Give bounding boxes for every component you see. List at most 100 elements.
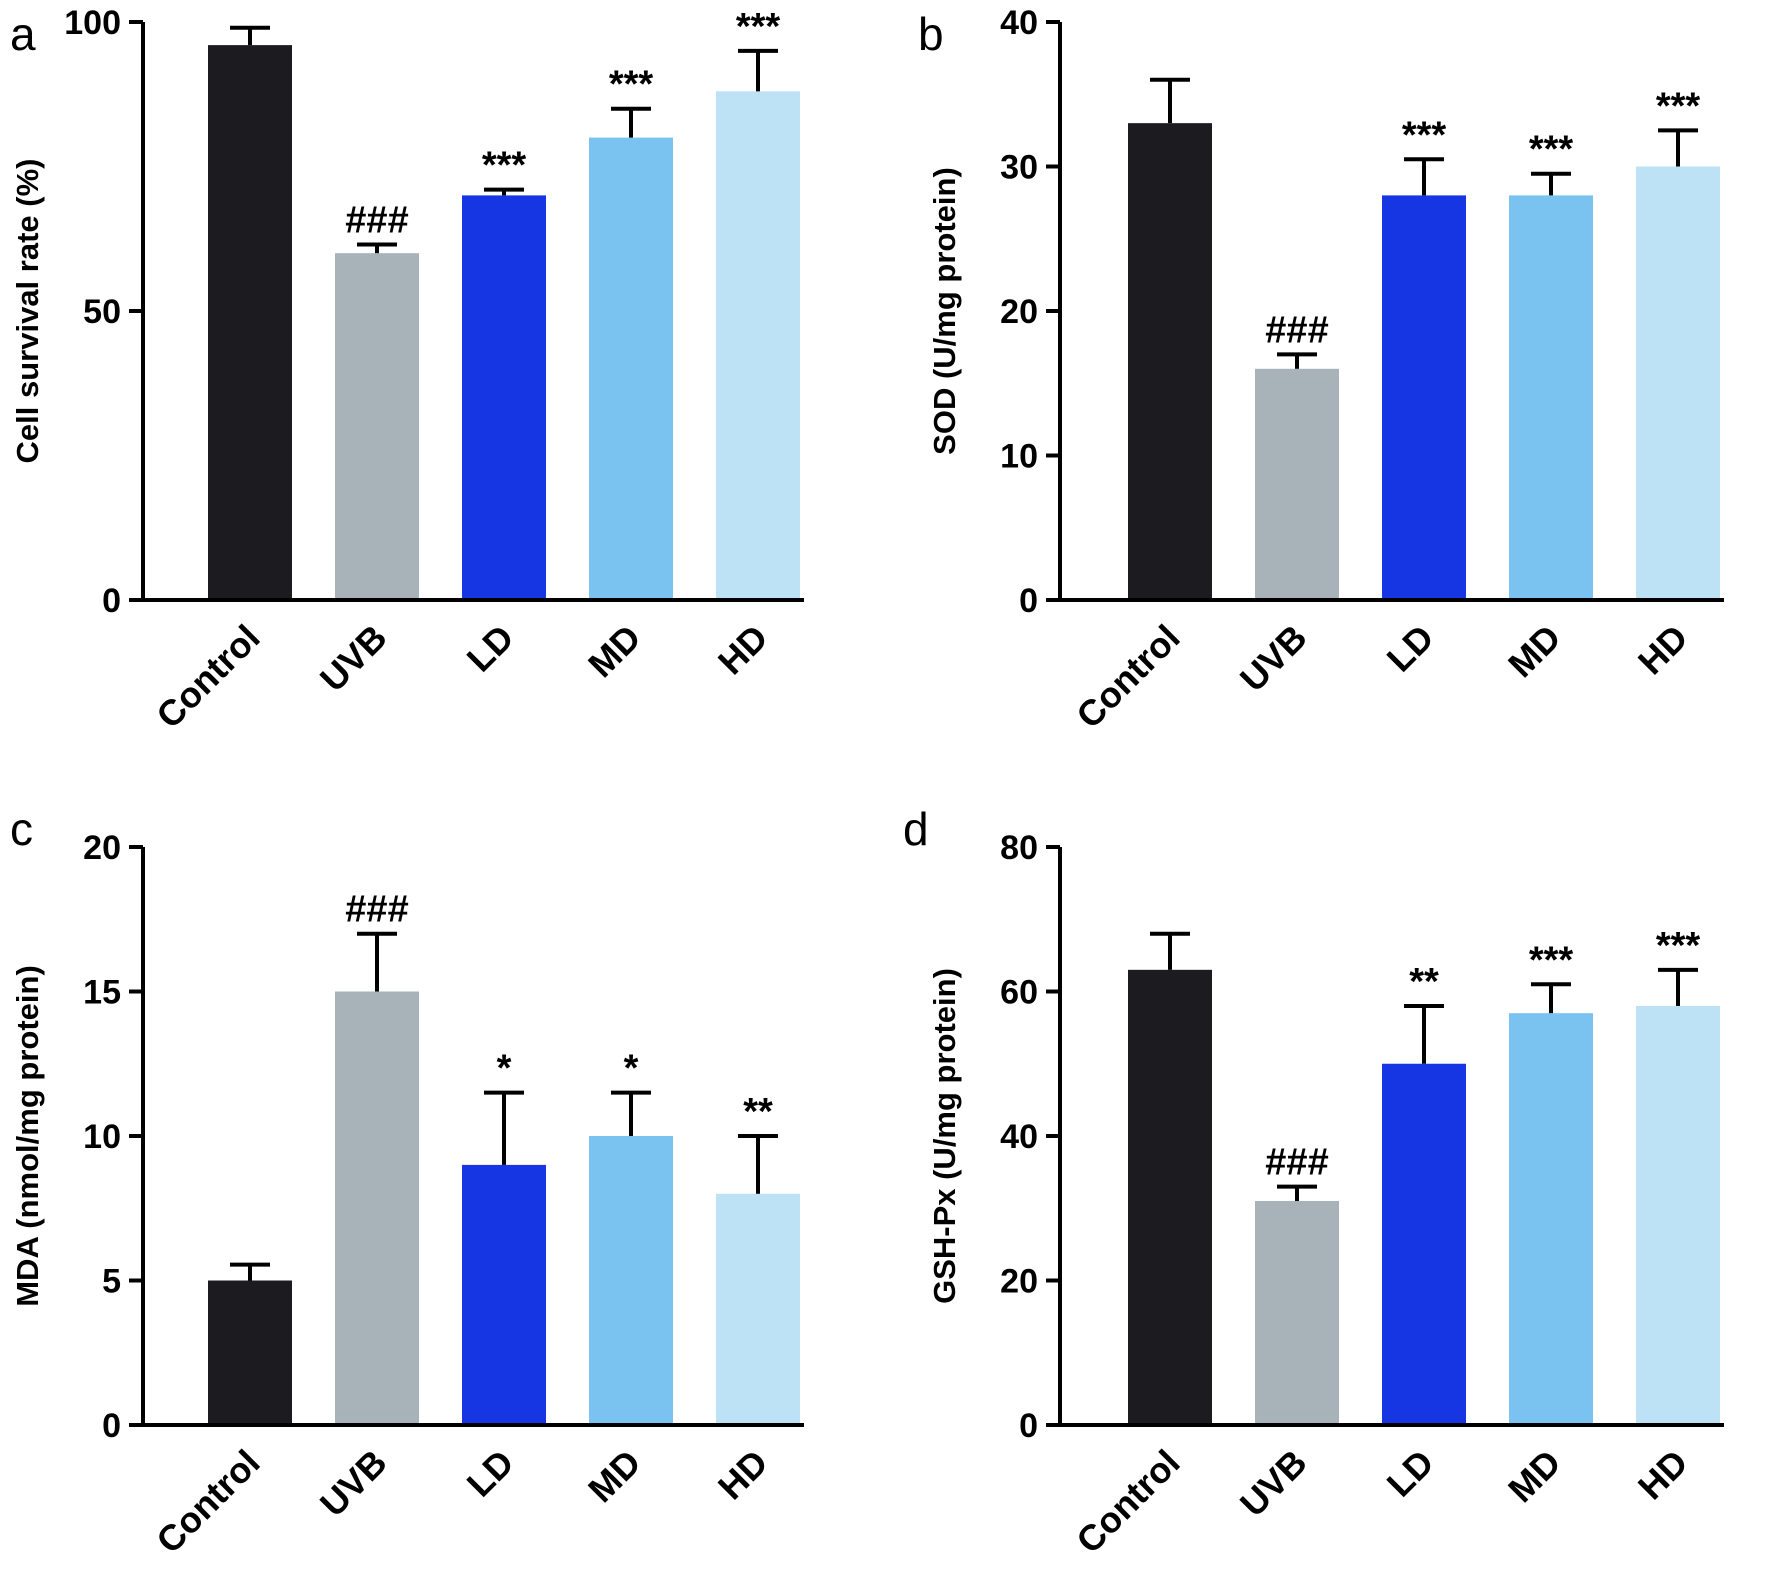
category-label-hd: HD [710, 1442, 776, 1508]
category-label-uvb: UVB [1232, 617, 1315, 700]
y-tick-label: 0 [102, 1407, 121, 1445]
significance-label-hd: ** [743, 1091, 773, 1133]
significance-label-uvb: ### [345, 889, 408, 931]
bar-control [208, 45, 292, 601]
significance-label-ld: *** [482, 145, 527, 187]
category-label-hd: HD [1630, 1442, 1696, 1508]
error-bar-uvb [357, 931, 397, 992]
significance-label-ld: * [497, 1048, 512, 1090]
y-axis-title: SOD (U/mg protein) [927, 167, 962, 455]
category-label-ld: LD [1379, 617, 1442, 680]
bar-uvb [335, 253, 419, 600]
category-label-uvb: UVB [1232, 1442, 1315, 1525]
bar-ld [1382, 195, 1466, 600]
bar-md [1509, 1013, 1593, 1425]
error-bar-ld [1404, 157, 1444, 196]
significance-label-md: *** [1529, 939, 1574, 981]
panel-letter-a: a [10, 8, 36, 60]
bar-md [1509, 195, 1593, 600]
bar-ld [462, 1164, 546, 1425]
significance-label-md: *** [1529, 129, 1574, 171]
category-label-hd: HD [710, 617, 776, 683]
category-label-hd: HD [1630, 617, 1696, 683]
bar-control [1128, 123, 1212, 601]
error-bar-uvb [1277, 1184, 1317, 1202]
bar-ld [1382, 1063, 1466, 1425]
error-bar-control [230, 1262, 270, 1281]
category-label-md: MD [1500, 617, 1569, 686]
error-bar-md [611, 106, 651, 138]
panel-letter-b: b [918, 8, 944, 60]
error-bar-hd [738, 1134, 778, 1194]
significance-label-ld: *** [1402, 114, 1447, 156]
error-bar-ld [484, 187, 524, 196]
bar-hd [1636, 166, 1720, 600]
error-bar-hd [1658, 967, 1698, 1006]
error-bar-control [230, 25, 270, 46]
y-tick-label: 10 [83, 1118, 121, 1156]
significance-label-uvb: ### [345, 200, 408, 242]
y-tick-label: 50 [83, 293, 121, 331]
bar-hd [716, 91, 800, 601]
significance-label-hd: *** [1656, 925, 1701, 967]
bar-uvb [335, 991, 419, 1425]
error-bar-md [1531, 171, 1571, 196]
bar-ld [462, 195, 546, 600]
y-tick-label: 40 [1000, 4, 1038, 42]
bar-hd [716, 1193, 800, 1425]
error-bar-md [1531, 982, 1571, 1014]
bar-uvb [1255, 1201, 1339, 1425]
panel-d-gsh-px: d Control ### UVB ** LD *** MD *** HD 0 20 40 60 80 GS… [903, 803, 1724, 1561]
error-bar-uvb [357, 242, 397, 254]
y-tick-label: 0 [1019, 582, 1038, 620]
category-label-ld: LD [459, 1442, 522, 1505]
significance-label-ld: ** [1409, 961, 1439, 1003]
panel-b-sod: b Control ### UVB *** LD *** MD *** HD 0 10 20 30 40 S… [918, 4, 1724, 736]
panel-c-mda: c Control ### UVB * LD * MD ** HD 0 5 10 15 20 MDA (nm… [10, 803, 804, 1561]
error-bar-ld [1404, 1003, 1444, 1064]
error-bar-md [611, 1090, 651, 1136]
y-tick-label: 40 [1000, 1118, 1038, 1156]
y-tick-label: 0 [1019, 1407, 1038, 1445]
bar-hd [1636, 1005, 1720, 1425]
category-label-uvb: UVB [312, 617, 395, 700]
significance-label-hd: *** [736, 6, 781, 48]
y-tick-label: 80 [1000, 829, 1038, 867]
significance-label-uvb: ### [1265, 309, 1328, 351]
y-axis-title: Cell survival rate (%) [10, 159, 45, 464]
y-tick-label: 15 [83, 974, 121, 1012]
category-label-md: MD [580, 617, 649, 686]
y-axis-title: MDA (nmol/mg protein) [10, 965, 45, 1307]
bar-control [1128, 969, 1212, 1425]
category-label-control: Control [148, 1442, 267, 1561]
y-tick-label: 20 [83, 829, 121, 867]
error-bar-ld [484, 1090, 524, 1165]
error-bar-uvb [1277, 352, 1317, 369]
y-axis-title: GSH-Px (U/mg protein) [927, 968, 962, 1304]
category-label-ld: LD [459, 617, 522, 680]
bar-md [589, 1136, 673, 1425]
bar-control [208, 1280, 292, 1425]
panel-letter-c: c [10, 803, 33, 855]
y-tick-label: 10 [1000, 438, 1038, 476]
bar-uvb [1255, 368, 1339, 600]
error-bar-hd [1658, 128, 1698, 167]
significance-label-md: * [624, 1048, 639, 1090]
category-label-uvb: UVB [312, 1442, 395, 1525]
significance-label-md: *** [609, 64, 654, 106]
error-bar-hd [738, 48, 778, 92]
category-label-md: MD [580, 1442, 649, 1511]
category-label-control: Control [1068, 617, 1187, 736]
bar-md [589, 137, 673, 600]
y-tick-label: 0 [102, 582, 121, 620]
y-tick-label: 30 [1000, 149, 1038, 187]
category-label-ld: LD [1379, 1442, 1442, 1505]
error-bar-control [1150, 77, 1190, 124]
category-label-control: Control [148, 617, 267, 736]
y-tick-label: 20 [1000, 1263, 1038, 1301]
panel-letter-d: d [903, 803, 929, 855]
y-tick-label: 5 [102, 1263, 121, 1301]
y-tick-label: 20 [1000, 293, 1038, 331]
y-tick-label: 60 [1000, 974, 1038, 1012]
